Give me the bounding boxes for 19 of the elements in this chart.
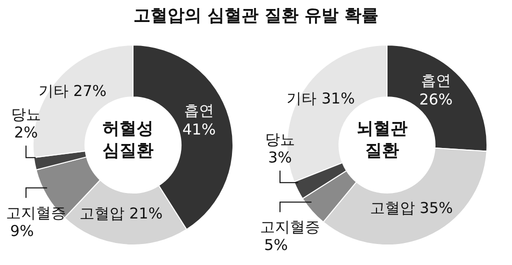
data-label: 9% [10, 222, 34, 240]
slice-label: 고지혈증 [260, 218, 320, 236]
slice-label: 당뇨 [265, 130, 295, 149]
slice-label: 흡연 [184, 101, 214, 120]
data-label: 2% [14, 124, 38, 142]
text: 허혈성 심질환 [102, 119, 154, 161]
slice-label: 기타 31% [286, 89, 355, 108]
chart-title: 고혈압의 심혈관 질환 유발 확률 [132, 5, 380, 26]
slice-label: 고지혈증 [6, 204, 66, 222]
data-label: 5% [264, 236, 288, 254]
data-label: 26% [419, 90, 453, 108]
data-label: 3% [268, 148, 292, 167]
text: 뇌혈관 질환 [356, 119, 408, 161]
slice-label: 기타 27% [38, 82, 107, 100]
slice-label: 고혈압 21% [79, 204, 163, 223]
slice-label: 고혈압 35% [370, 198, 453, 217]
data-label: 41% [182, 120, 216, 138]
slice-label: 흡연 [420, 71, 451, 90]
slice-label: 당뇨 [11, 106, 41, 124]
